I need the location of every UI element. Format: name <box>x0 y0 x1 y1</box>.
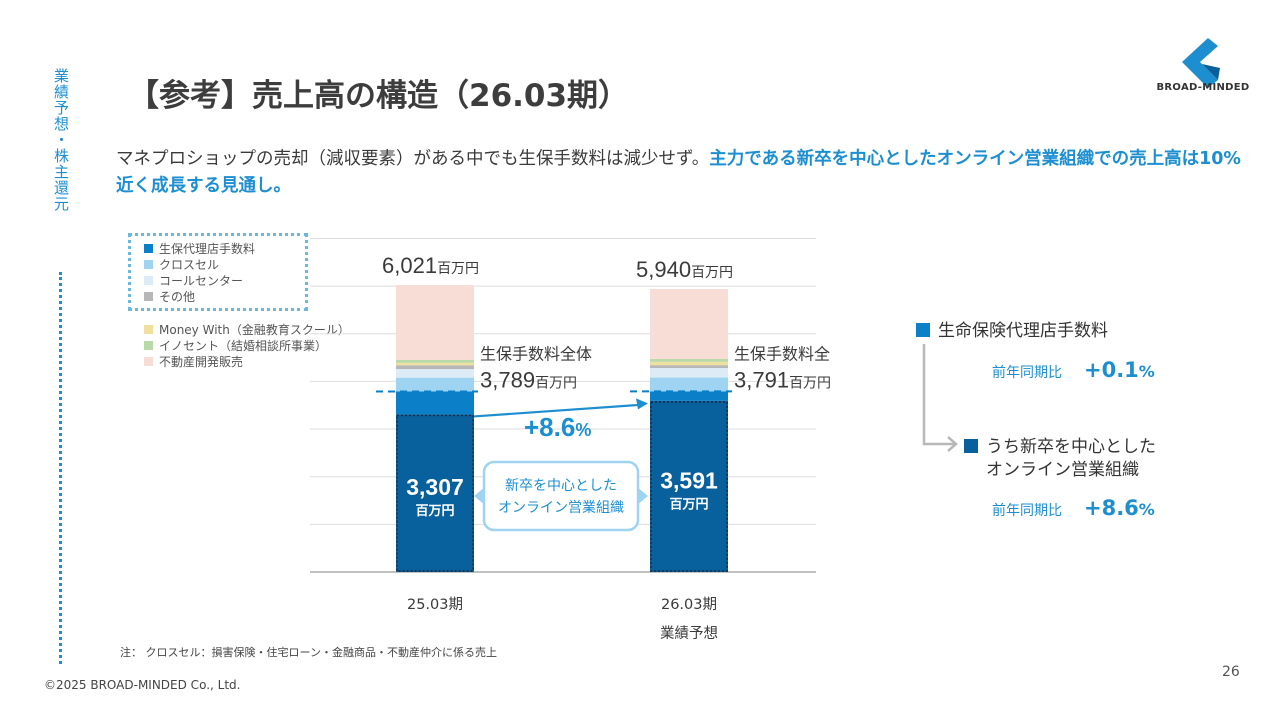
panel-label: うち新卒を中心とした <box>986 437 1156 457</box>
revenue-stacked-bar-chart: 6,021百万円生保手数料全体3,789百万円3,307百万円5,940百万円生… <box>310 237 830 573</box>
legend-item: クロスセル <box>144 256 219 273</box>
lead-normal: マネプロショップの売却（減収要素）がある中でも生保手数料は減少せず。 <box>116 149 710 169</box>
bar-segment <box>396 360 474 363</box>
x-tick-label: 25.03期 <box>406 597 463 613</box>
unit-label: 百万円 <box>789 374 830 390</box>
bar-segment <box>650 391 728 401</box>
legend-item: コールセンター <box>144 272 243 289</box>
bar-value-label: 3,591 <box>660 467 718 493</box>
bar-segment <box>396 285 474 361</box>
bar-segment <box>650 400 728 572</box>
square-marker-icon <box>916 323 930 337</box>
legend-swatch <box>144 341 153 350</box>
callout-text-line: オンライン営業組織 <box>498 500 624 516</box>
unit-label: 百万円 <box>535 374 577 390</box>
growth-percent: % <box>575 420 591 440</box>
section-side-label: 業績予想・株主還元 <box>52 68 70 212</box>
bar-segment <box>396 391 474 415</box>
callout-pointer-left <box>474 487 485 505</box>
bar-segment <box>650 368 728 378</box>
side-dotted-divider <box>59 272 62 664</box>
legend-swatch <box>144 260 153 269</box>
legend-label: Money With（金融教育スクール） <box>159 323 350 337</box>
growth-arrow <box>473 403 641 418</box>
bar-unit-label: 百万円 <box>669 497 708 512</box>
yoy-value: +0.1 <box>1084 358 1139 382</box>
footnote: 注： クロスセル：損害保険・住宅ローン・金融商品・不動産仲介に係る売上 <box>120 646 497 659</box>
legend-label: イノセント（結婚相談所事業） <box>159 339 328 353</box>
panel-online-sales: うち新卒を中心とした オンライン営業組織 <box>964 436 1156 482</box>
legend-swatch <box>144 292 153 301</box>
total-value-label: 6,021百万円 <box>382 253 479 278</box>
legend-swatch <box>144 244 153 253</box>
unit-label: 百万円 <box>691 264 733 280</box>
panel-label: 生命保険代理店手数料 <box>938 321 1108 341</box>
growth-label: +8.6% <box>524 412 591 442</box>
x-tick-sublabel: 業績予想 <box>660 626 718 642</box>
legend-item: 生保代理店手数料 <box>144 240 255 257</box>
yoy-percent: % <box>1138 500 1155 519</box>
legend-swatch <box>144 325 153 334</box>
callout-text-line: 新卒を中心とした <box>505 478 617 494</box>
bar-segment <box>396 414 474 572</box>
legend-swatch <box>144 357 153 366</box>
yoy-label: 前年同期比 <box>992 365 1062 381</box>
life-fee-caption: 生保手数料全体 <box>480 344 592 363</box>
panel-line-2: オンライン営業組織 <box>986 460 1139 480</box>
legend-item: その他 <box>144 288 195 305</box>
panel-life-insurance-fee: 生命保険代理店手数料 <box>916 316 1108 341</box>
bar-unit-label: 百万円 <box>415 504 454 519</box>
yoy-online-sales: 前年同期比 +8.6% <box>992 496 1155 520</box>
broad-minded-logo-icon <box>1182 38 1220 88</box>
bar-segment <box>396 362 474 366</box>
page-number: 26 <box>1222 664 1240 680</box>
bar-segment <box>650 377 728 392</box>
life-fee-value: 3,791百万円 <box>734 367 830 392</box>
callout-pointer-right <box>637 487 648 505</box>
life-fee-value: 3,789百万円 <box>480 367 577 392</box>
legend-box <box>128 233 308 311</box>
legend-label: 生保代理店手数料 <box>159 242 256 256</box>
x-tick-label: 26.03期 <box>660 597 717 613</box>
legend-label: クロスセル <box>159 258 220 272</box>
bar-segment <box>650 358 728 362</box>
bar-segment <box>650 288 728 359</box>
legend-label: コールセンター <box>159 274 244 288</box>
yoy-life-insurance: 前年同期比 +0.1% <box>992 358 1155 382</box>
logo-text: BROAD-MINDED <box>1156 82 1250 93</box>
bar-segment <box>396 365 474 370</box>
bar-segment <box>396 369 474 378</box>
bar-segment <box>396 377 474 392</box>
arrow-connector-icon <box>922 344 958 452</box>
panel-line-1: うち新卒を中心とした <box>964 436 1156 459</box>
yoy-label: 前年同期比 <box>992 503 1062 519</box>
bar-segment <box>650 361 728 366</box>
legend-swatch <box>144 276 153 285</box>
bar-segment <box>650 365 728 369</box>
lead-highlight: 主力である新卒を中心としたオンライン営業組織での売上高は10%近く成長する見通し… <box>116 149 1241 196</box>
segment-outline <box>650 401 728 572</box>
square-marker-icon <box>964 439 978 453</box>
callout-box <box>482 460 640 532</box>
page-title: 【参考】売上高の構造（26.03期） <box>128 78 630 114</box>
yoy-percent: % <box>1138 362 1155 381</box>
legend-item: イノセント（結婚相談所事業） <box>144 337 327 354</box>
yoy-value: +8.6 <box>1084 496 1139 520</box>
bar-value-label: 3,307 <box>406 474 464 500</box>
lead-text: マネプロショップの売却（減収要素）がある中でも生保手数料は減少せず。主力である新… <box>116 146 1246 200</box>
segment-outline <box>396 414 474 572</box>
life-fee-caption: 生保手数料全体 <box>734 344 830 363</box>
legend-item: 不動産開発販売 <box>144 353 243 370</box>
copyright: ©2025 BROAD-MINDED Co., Ltd. <box>44 678 241 692</box>
legend-label: その他 <box>159 290 196 304</box>
total-value-label: 5,940百万円 <box>636 257 733 282</box>
legend-label: 不動産開発販売 <box>159 355 244 369</box>
growth-arrowhead <box>636 398 648 410</box>
legend-item: Money With（金融教育スクール） <box>144 321 350 338</box>
unit-label: 百万円 <box>437 260 479 276</box>
